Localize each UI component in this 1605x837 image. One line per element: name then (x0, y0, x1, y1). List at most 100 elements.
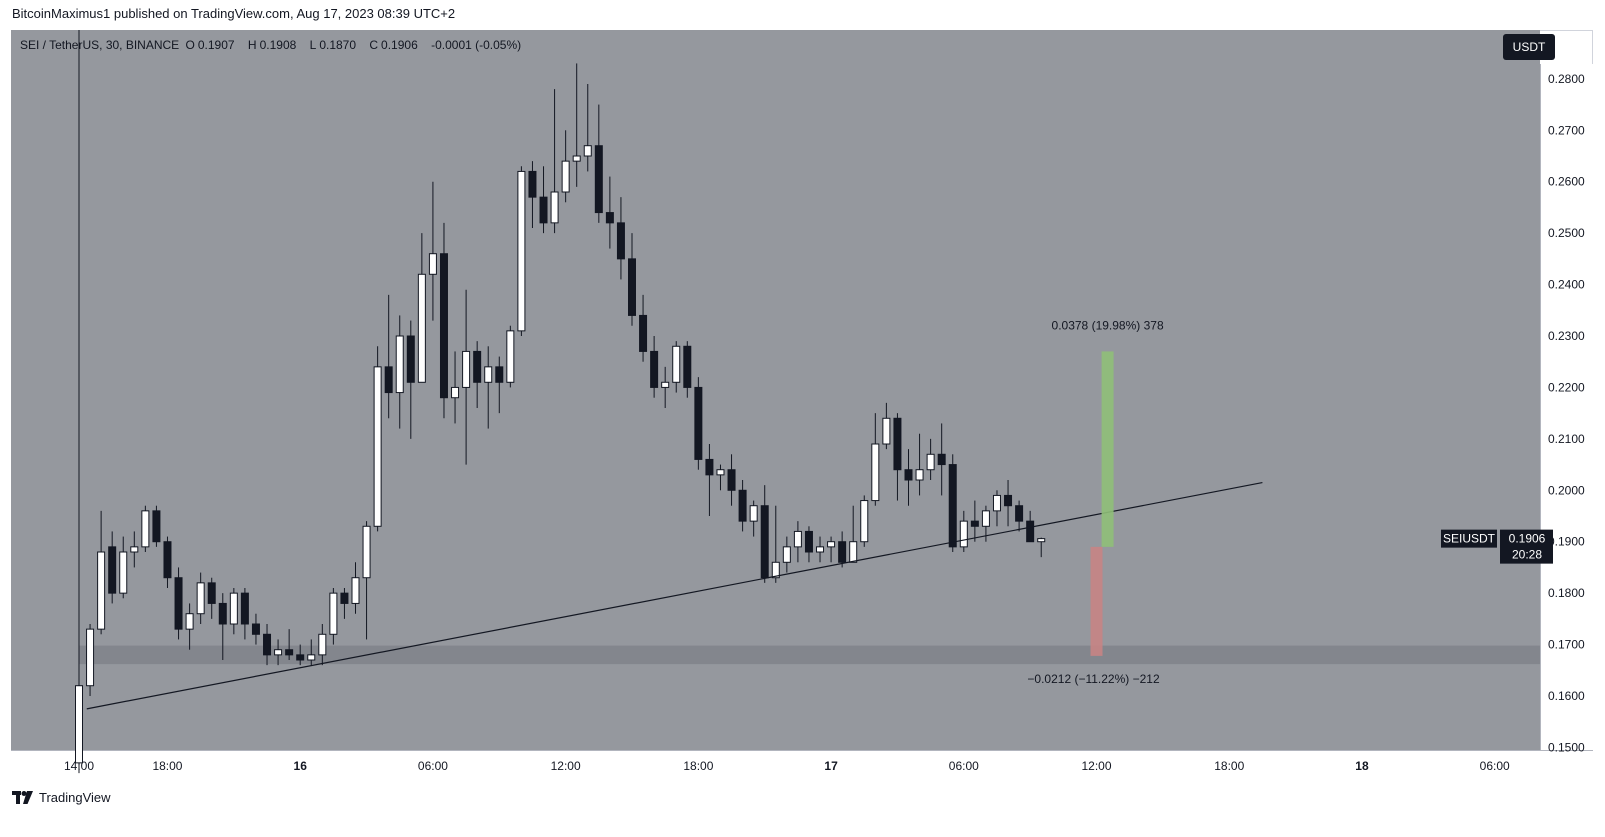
candle-body (605, 212, 614, 224)
candle-body (174, 577, 183, 630)
price-tick-label: 0.2000 (1548, 483, 1585, 497)
candle-body (428, 253, 437, 275)
price-tick-label: 0.2300 (1548, 329, 1585, 343)
candle-body (782, 546, 791, 563)
candle-body (594, 145, 603, 214)
price-tick-label: 0.1800 (1548, 586, 1585, 600)
close-value: 0.1906 (381, 38, 418, 52)
current-price-value: 0.1906 (1509, 532, 1546, 546)
candle-body (417, 273, 426, 383)
time-tick-label: 18:00 (1214, 759, 1244, 773)
candle-body (937, 453, 946, 466)
candle-body (473, 350, 482, 383)
candle-body (705, 458, 714, 476)
candle-body (838, 541, 847, 563)
candle-body (639, 314, 648, 352)
candle-body (716, 469, 725, 476)
time-tick-label: 16 (294, 759, 308, 773)
price-tick-label: 0.2400 (1548, 278, 1585, 292)
candle-body (307, 654, 316, 661)
candle-body (196, 582, 205, 615)
upside-measure-bar (1101, 351, 1114, 547)
candle-body (75, 685, 83, 764)
candle-body (119, 551, 128, 594)
candle-body (694, 386, 703, 460)
candle-body (959, 520, 968, 548)
candle-body (827, 541, 836, 548)
candle-body (650, 350, 659, 388)
publish-attribution: BitcoinMaximus1 published on TradingView… (12, 6, 456, 21)
candle-body (517, 170, 526, 332)
price-tick-label: 0.2200 (1548, 380, 1585, 394)
candle-body (207, 582, 216, 604)
candle-body (992, 494, 1001, 512)
time-tick-label: 14:00 (64, 759, 94, 773)
candle-body (727, 469, 736, 491)
candle-body (860, 500, 869, 543)
price-tick-label: 0.1600 (1548, 689, 1585, 703)
time-tick-label: 17 (824, 759, 838, 773)
candle-body (451, 386, 460, 399)
candle-body (616, 222, 625, 260)
candle-body (981, 510, 990, 527)
candle-body (406, 335, 415, 383)
candle-body (395, 335, 404, 394)
candle-body (218, 602, 227, 625)
chart-plot-area[interactable] (11, 30, 1540, 750)
support-zone (79, 645, 1540, 665)
candle-body (462, 350, 471, 388)
candle-body (141, 510, 150, 548)
candle-body (229, 592, 238, 625)
price-tick-label: 0.1500 (1548, 740, 1585, 754)
candle-body (130, 546, 139, 553)
candle-body (251, 623, 260, 635)
candle-body (793, 530, 802, 548)
current-price-tag (1500, 529, 1553, 564)
price-tick-label: 0.2700 (1548, 123, 1585, 137)
open-value: 0.1907 (197, 38, 235, 52)
candle-body (362, 525, 371, 579)
time-tick-label: 18:00 (152, 759, 182, 773)
candle-body (816, 546, 825, 553)
tradingview-logo-icon (12, 791, 33, 804)
tradingview-logo[interactable]: TradingView (12, 790, 111, 805)
candle-body (296, 654, 305, 661)
candle-body (318, 633, 327, 656)
price-axis[interactable] (1540, 64, 1594, 750)
candle-body (904, 469, 913, 481)
candle-body (384, 366, 393, 394)
downside-measure-label: −0.0212 (−11.22%) −212 (1027, 672, 1160, 686)
candle-body (871, 443, 880, 502)
downside-measure-bar (1090, 546, 1103, 656)
candle-body (661, 381, 670, 388)
candle-body (749, 505, 758, 522)
candle-body (1026, 520, 1035, 543)
candle-body (495, 366, 504, 383)
bar-countdown: 20:28 (1512, 548, 1542, 562)
candle-body (849, 541, 858, 563)
candle-body (948, 464, 957, 548)
candle-body (760, 505, 769, 579)
time-tick-label: 12:00 (1082, 759, 1112, 773)
candle-body (274, 649, 283, 656)
candle-body (561, 160, 570, 193)
candle-body (528, 170, 537, 198)
symbol-price-tag (1441, 529, 1497, 548)
candle-body (738, 489, 747, 522)
candle-body (484, 366, 493, 383)
candle-body (329, 592, 338, 635)
candle-body (263, 633, 272, 656)
time-axis[interactable] (11, 750, 1593, 795)
price-tick-label: 0.2600 (1548, 175, 1585, 189)
candle-body (572, 155, 581, 162)
candle-body (628, 258, 636, 316)
candle-body (970, 520, 979, 527)
candle-body (340, 592, 349, 604)
currency-badge[interactable]: USDT (1503, 34, 1555, 60)
ascending-support-trendline (86, 481, 1263, 710)
symbol-name[interactable]: SEI / TetherUS, 30, BINANCE (20, 38, 180, 52)
candle-body (439, 253, 448, 399)
time-tick-label: 12:00 (551, 759, 581, 773)
low-label: L (309, 38, 317, 52)
time-tick-label: 06:00 (418, 759, 448, 773)
